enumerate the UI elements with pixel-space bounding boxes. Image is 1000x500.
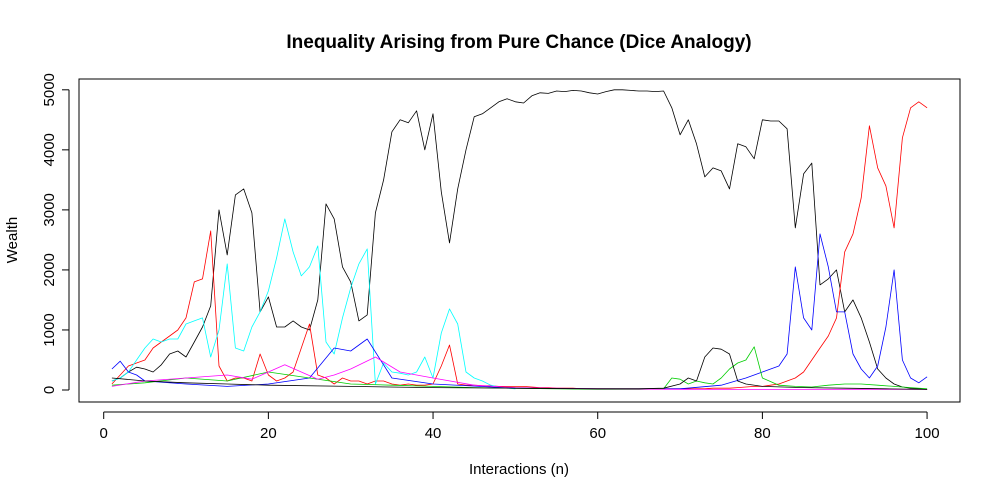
series-layer [111, 89, 928, 390]
x-tick-label: 40 [425, 425, 442, 442]
x-axis: 0 20 40 60 80 100 [100, 411, 940, 442]
series-line-5 [111, 346, 928, 390]
y-axis-label: Wealth [4, 217, 21, 263]
x-tick-label: 20 [260, 425, 277, 442]
x-tick-label: 60 [589, 425, 606, 442]
y-tick-label: 3000 [41, 193, 58, 226]
y-tick-label: 4000 [41, 133, 58, 166]
x-tick-label: 80 [754, 425, 771, 442]
y-tick-label: 0 [41, 386, 58, 394]
series-line-6 [111, 356, 928, 390]
y-axis: 0 1000 2000 3000 4000 5000 [41, 73, 70, 394]
y-tick-label: 1000 [41, 313, 58, 346]
y-tick-label: 5000 [41, 73, 58, 106]
chart-title: Inequality Arising from Pure Chance (Dic… [286, 32, 751, 53]
series-line-2 [111, 101, 928, 390]
x-axis-label: Interactions (n) [469, 461, 569, 478]
y-tick-label: 2000 [41, 253, 58, 286]
series-line-4 [111, 233, 928, 390]
x-tick-label: 100 [915, 425, 940, 442]
series-line-3 [111, 218, 516, 390]
plot-frame [78, 78, 961, 403]
series-line-7 [111, 347, 928, 390]
series-line-1 [111, 89, 928, 390]
x-tick-label: 0 [100, 425, 108, 442]
